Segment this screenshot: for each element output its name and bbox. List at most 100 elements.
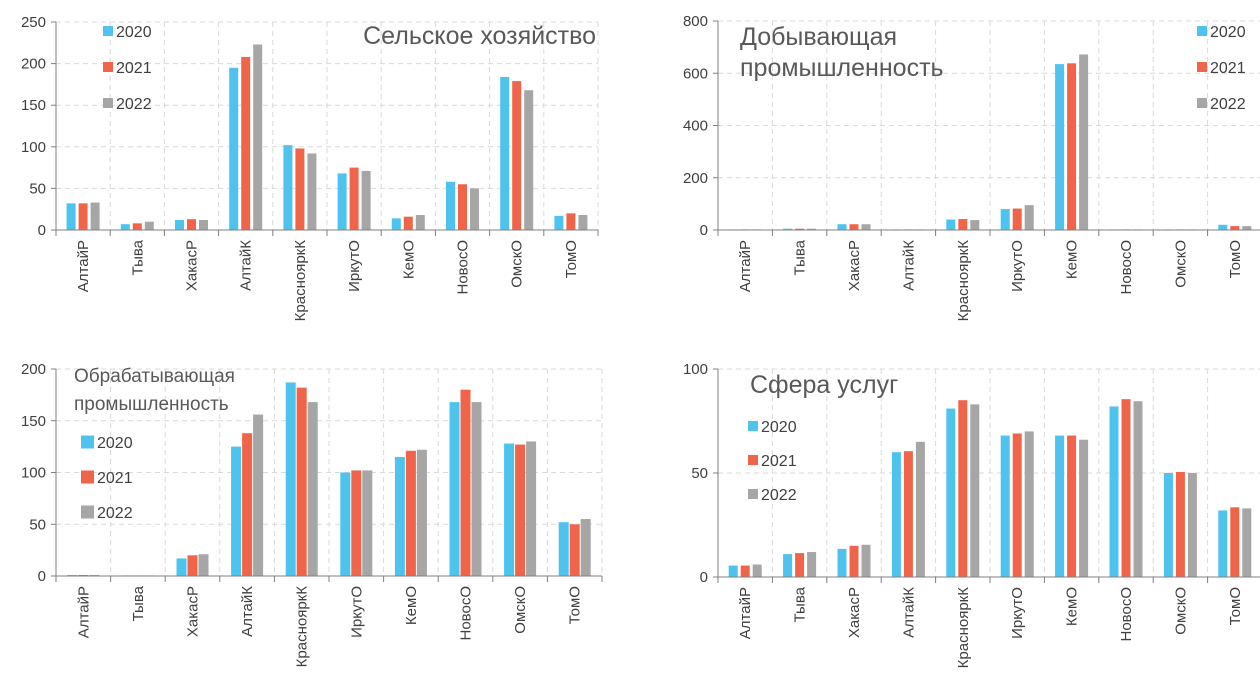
bar-2022 xyxy=(752,564,762,577)
bar-2020 xyxy=(946,408,956,577)
bar-2021 xyxy=(351,470,362,576)
legend-label: 2020 xyxy=(1210,24,1246,41)
bar-2020 xyxy=(1000,209,1010,230)
y-tick-label: 400 xyxy=(683,118,708,135)
legend: 2020 2021 2022 xyxy=(748,419,797,504)
y-tick-label: 150 xyxy=(21,413,46,430)
bar-2021 xyxy=(403,216,413,230)
bar-2022 xyxy=(199,220,208,230)
bar-2020 xyxy=(1218,224,1228,230)
bar-2020 xyxy=(946,219,956,230)
bar-2020 xyxy=(1055,435,1065,577)
legend-label: 2022 xyxy=(116,96,152,113)
bar-2021 xyxy=(958,400,968,577)
bar-2022 xyxy=(526,441,537,576)
bar-2020 xyxy=(558,522,569,576)
x-tick-label: ТомО xyxy=(563,240,580,278)
x-tick-label: ХакасР xyxy=(185,586,202,637)
x-tick-label: АлтайР xyxy=(737,587,754,639)
x-tick-label: НовосО xyxy=(455,240,472,295)
bar-2021 xyxy=(1067,435,1077,577)
legend-label: 2021 xyxy=(761,453,797,470)
bar-2022 xyxy=(1187,473,1197,577)
y-tick-label: 50 xyxy=(29,516,46,533)
bar-2022 xyxy=(144,221,154,230)
bar-2022 xyxy=(471,402,482,576)
y-tick-label: 0 xyxy=(700,569,708,586)
bar-2022 xyxy=(1242,508,1252,577)
chart-title: Сфера услуг xyxy=(750,371,898,399)
bar-2021 xyxy=(187,555,198,576)
bar-2021 xyxy=(78,574,89,576)
legend-label: 2022 xyxy=(1210,96,1246,113)
bar-2021 xyxy=(296,387,307,576)
y-tick-label: 250 xyxy=(21,14,46,31)
bar-2020 xyxy=(120,224,130,230)
bar-2022 xyxy=(1024,205,1034,230)
legend: 2020 2021 2022 xyxy=(81,435,133,522)
bar-2020 xyxy=(285,382,296,576)
x-tick-label: КемО xyxy=(403,586,420,625)
bar-2022 xyxy=(861,224,871,230)
bar-2020 xyxy=(500,76,510,230)
x-tick-label: Тыва xyxy=(792,239,809,275)
bar-2020 xyxy=(337,173,347,230)
x-tick-label: АлтайР xyxy=(737,240,754,292)
bar-2021 xyxy=(187,219,196,230)
bar-2022 xyxy=(1079,54,1089,230)
bar-2021 xyxy=(1067,63,1077,231)
bar-2022 xyxy=(415,215,425,230)
bar-2020 xyxy=(837,224,847,230)
bar-2021 xyxy=(795,228,805,230)
bar-2022 xyxy=(361,170,371,230)
y-tick-label: 100 xyxy=(21,465,46,482)
bar-2022 xyxy=(89,574,100,576)
x-tick-label: ИркутО xyxy=(346,240,363,292)
legend: 2020 2021 2022 xyxy=(1197,24,1246,113)
x-tick-label: КраснояркК xyxy=(955,587,972,669)
bar-2022 xyxy=(578,215,588,230)
legend-swatch-2021 xyxy=(103,62,113,72)
y-tick-label: 100 xyxy=(21,139,46,156)
legend-swatch-2022 xyxy=(81,505,94,519)
legend-label: 2020 xyxy=(97,435,133,452)
x-tick-label: КемО xyxy=(400,240,417,279)
x-tick-label: АлтайК xyxy=(900,240,917,291)
bar-2021 xyxy=(512,81,522,231)
legend-label: 2022 xyxy=(97,505,133,522)
bar-2021 xyxy=(849,545,859,577)
bar-2020 xyxy=(283,145,293,230)
x-tick-label: КраснояркК xyxy=(294,586,311,668)
bar-2022 xyxy=(90,202,100,230)
legend-swatch-2022 xyxy=(103,98,113,108)
x-tick-label: Тыва xyxy=(129,239,146,275)
x-tick-label: ИркутО xyxy=(1009,587,1026,639)
bar-2022 xyxy=(1133,401,1143,577)
legend-swatch-2021 xyxy=(748,455,758,465)
x-tick-label: ИркутО xyxy=(348,586,365,638)
x-tick-label: АлтайК xyxy=(238,240,255,291)
bar-2022 xyxy=(470,188,479,230)
legend-label: 2020 xyxy=(761,419,797,436)
bar-2022 xyxy=(807,228,817,230)
legend-swatch-2020 xyxy=(1197,26,1207,36)
bar-2021 xyxy=(1230,507,1240,577)
bar-2021 xyxy=(458,184,467,230)
legend-label: 2022 xyxy=(761,487,797,504)
bar-2021 xyxy=(1012,208,1022,230)
y-tick-label: 800 xyxy=(683,13,708,30)
bar-2020 xyxy=(394,456,405,576)
bar-2021 xyxy=(958,219,968,230)
y-tick-label: 50 xyxy=(691,465,708,482)
chart-panel-4: 0 50 100 АлтайР Тыва ХакасР АлтайК КраснояркК Ир… xyxy=(683,361,1260,668)
bar-2021 xyxy=(1121,399,1131,577)
x-tick-label: НовосО xyxy=(1118,240,1135,295)
bar-2022 xyxy=(970,404,980,577)
bar-2022 xyxy=(1079,439,1089,577)
chart-title: промышленность xyxy=(740,54,944,82)
bar-2020 xyxy=(446,181,455,230)
y-tick-label: 50 xyxy=(29,180,46,197)
legend-label: 2021 xyxy=(97,470,133,487)
bar-2021 xyxy=(1175,471,1185,577)
